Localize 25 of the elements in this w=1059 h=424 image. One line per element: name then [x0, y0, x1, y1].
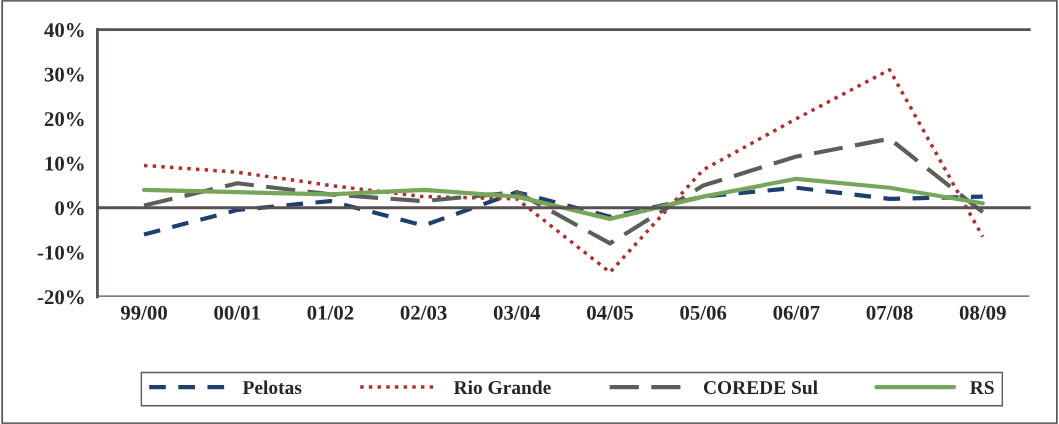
x-tick-label: 04/05 — [587, 305, 633, 320]
x-tick-label: 03/04 — [493, 305, 541, 320]
line-series — [142, 68, 985, 275]
y-tick-label: 30% — [44, 67, 84, 82]
legend-label: RS — [970, 381, 994, 395]
line-series — [141, 176, 985, 221]
y-tick-label: 0% — [55, 201, 84, 216]
x-tick-label: 05/06 — [680, 305, 727, 320]
y-tick-label: 40% — [44, 23, 84, 38]
y-tick-label: -10% — [37, 245, 84, 260]
x-tick-label: 99/00 — [120, 305, 167, 320]
legend-label: COREDE Sul — [703, 380, 818, 395]
line-series — [141, 185, 985, 237]
x-tick-label: 07/08 — [866, 305, 913, 320]
line-series — [141, 136, 985, 246]
legend-label: Pelotas — [242, 380, 302, 395]
legend-label: Rio Grande — [453, 380, 551, 395]
y-tick-label: 20% — [44, 112, 84, 127]
y-tick-label: 10% — [45, 156, 84, 171]
y-tick-label: -20% — [37, 290, 84, 305]
x-tick-label: 06/07 — [773, 305, 820, 320]
x-tick-label: 08/09 — [959, 305, 1006, 320]
x-tick-label: 02/03 — [400, 305, 447, 320]
x-tick-label: 01/02 — [307, 305, 354, 320]
x-tick-label: 00/01 — [214, 305, 260, 320]
